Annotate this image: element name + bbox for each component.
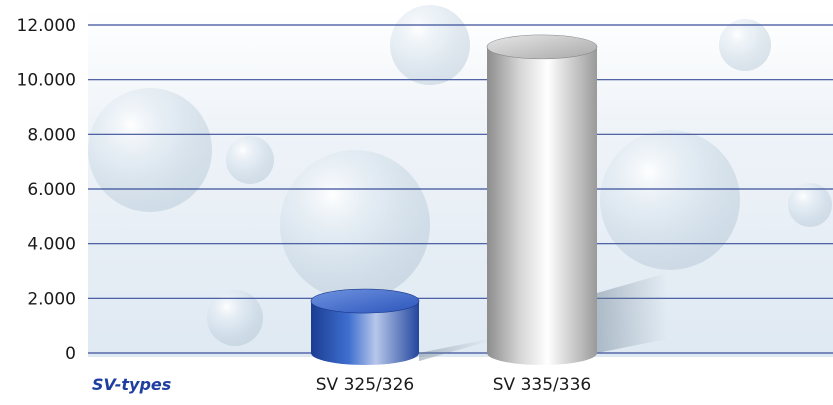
x-category-label: SV 335/336	[493, 375, 591, 395]
y-tick-label: 8.000	[27, 125, 76, 145]
decorative-bubble	[788, 183, 832, 227]
decorative-bubble	[719, 19, 771, 71]
y-tick-label: 2.000	[27, 289, 76, 309]
y-tick-label: 6.000	[27, 180, 76, 200]
decorative-bubble	[280, 150, 430, 300]
x-category-label: SV 325/326	[316, 375, 414, 395]
decorative-bubble	[600, 130, 740, 270]
decorative-bubble	[88, 88, 212, 212]
bar-body	[487, 46, 597, 365]
background	[88, 5, 833, 357]
bar-top	[486, 34, 598, 60]
bar-shadow	[597, 273, 667, 353]
y-tick-label: 4.000	[27, 235, 76, 255]
gridlines	[88, 24, 833, 354]
decorative-bubble	[390, 5, 470, 85]
decorative-bubble	[207, 290, 263, 346]
bar	[310, 288, 489, 365]
x-axis-labels: SV 325/326 SV 335/336	[316, 375, 591, 395]
bar-shadow	[419, 339, 489, 362]
decorative-bubble	[226, 136, 274, 184]
y-tick-label: 10.000	[17, 71, 76, 91]
bars	[310, 34, 667, 365]
bar-body	[311, 301, 419, 365]
bar-top	[310, 288, 420, 314]
y-tick-label: 0	[65, 344, 76, 364]
bar	[486, 34, 667, 365]
x-axis-title: SV-types	[92, 375, 171, 394]
y-axis-ticks: 0 2.000 4.000 6.000 8.000 10.000 12.000	[17, 16, 76, 364]
y-tick-label: 12.000	[17, 16, 76, 36]
